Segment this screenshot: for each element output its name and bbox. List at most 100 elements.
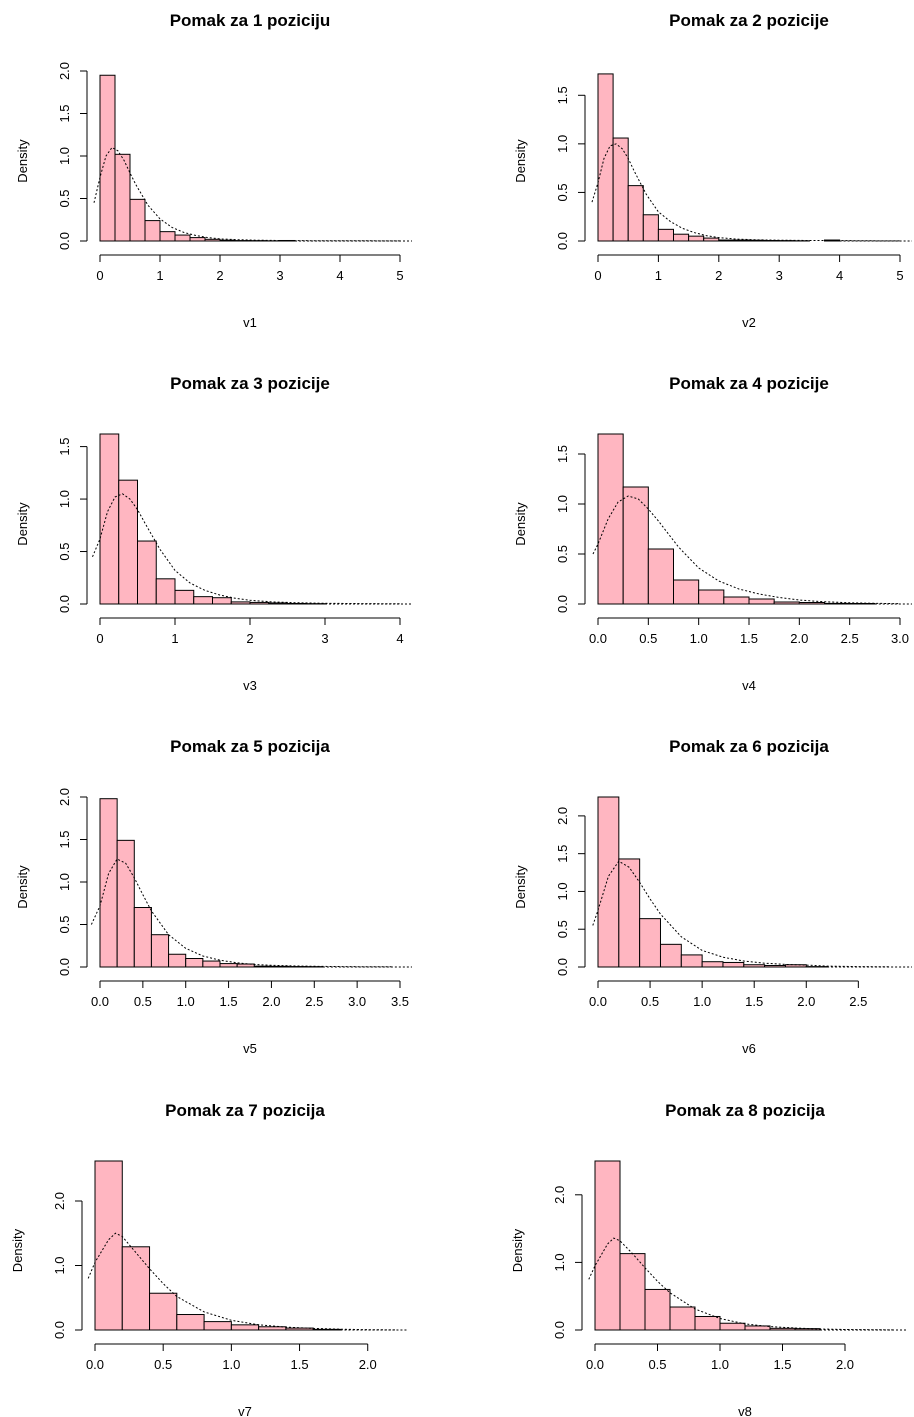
y-tick-label: 2.0 <box>552 1186 567 1204</box>
histogram-bar <box>723 596 750 605</box>
y-tick-label: 0.5 <box>555 183 570 201</box>
x-tick-label: 1.5 <box>220 994 238 1009</box>
histogram-bar <box>688 235 705 242</box>
histogram-bar <box>230 601 251 605</box>
histogram-bar <box>258 1326 287 1331</box>
histogram-bar <box>114 153 131 242</box>
histogram-bar <box>287 602 307 605</box>
histogram-panel-1: Pomak za 1 poziciju 0 1 2 3 4 5 0.0 0.5 1.0 1.5 2.0… <box>15 11 412 330</box>
x-tick-label: 0 <box>594 268 601 283</box>
histogram-bar <box>680 954 703 968</box>
y-tick-label: 1.5 <box>555 445 570 463</box>
histogram-bar <box>769 1327 796 1331</box>
x-axis-label: v5 <box>243 1041 257 1056</box>
histogram-bar <box>236 963 255 968</box>
y-tick-label: 0.5 <box>57 915 72 933</box>
histogram-bar <box>618 858 641 968</box>
x-tick-label: 2 <box>246 631 253 646</box>
histogram-bar <box>193 596 213 605</box>
density-curve <box>90 858 392 968</box>
y-axis-label: Density <box>510 1228 525 1272</box>
histogram-bar <box>129 198 146 242</box>
histogram-bar <box>744 1325 771 1331</box>
histogram-bar <box>185 958 204 968</box>
x-tick-label: 0.5 <box>641 994 659 1009</box>
x-tick-label: 0.0 <box>86 1357 104 1372</box>
histogram-bar <box>622 486 649 605</box>
histogram-bar <box>219 239 236 242</box>
y-tick-label: 0.0 <box>555 232 570 250</box>
density-curve <box>92 493 401 605</box>
x-axis-label: v3 <box>243 678 257 693</box>
y-axis-label: Density <box>513 865 528 909</box>
histogram-bar <box>176 1314 205 1331</box>
y-tick-label: 0.5 <box>57 189 72 207</box>
chart-title: Pomak za 5 pozicija <box>170 737 330 756</box>
y-tick-label: 1.5 <box>555 86 570 104</box>
histogram-bar <box>159 231 176 242</box>
chart-title: Pomak za 3 pozicije <box>170 374 330 393</box>
x-tick-label: 0.5 <box>639 631 657 646</box>
density-curve <box>592 495 901 605</box>
x-tick-label: 2 <box>715 268 722 283</box>
density-curve <box>591 143 901 242</box>
y-tick-label: 2.0 <box>52 1192 67 1210</box>
histogram-bar <box>99 74 116 242</box>
x-tick-label: 0.5 <box>134 994 152 1009</box>
histogram-bar <box>743 964 766 968</box>
histogram-bar <box>657 228 675 242</box>
y-axis-label: Density <box>513 502 528 546</box>
x-tick-label: 1.0 <box>711 1357 729 1372</box>
histogram-panel-6: Pomak za 6 pozicija 0.0 0.5 1.0 1.5 2.0 2.5 0.0… <box>513 737 912 1056</box>
x-tick-label: 1 <box>655 268 662 283</box>
histogram-bar <box>824 602 851 605</box>
y-tick-label: 0.0 <box>57 595 72 613</box>
histogram-bar <box>144 220 161 242</box>
x-tick-label: 2.5 <box>849 994 867 1009</box>
x-tick-label: 3.5 <box>391 994 409 1009</box>
histogram-bar <box>639 918 661 968</box>
histogram-bar <box>168 953 187 968</box>
x-tick-label: 1.0 <box>690 631 708 646</box>
histogram-bar <box>764 964 786 968</box>
histogram-bar <box>137 540 157 605</box>
histogram-panel-7: Pomak za 7 pozicija 0.0 0.5 1.0 1.5 2.0 0.0 1.0… <box>10 1101 407 1417</box>
histogram-bar <box>719 1322 746 1331</box>
histogram-panel-5: Pomak za 5 pozicija 0.0 0.5 1.0 1.5 2.0 2.5 3.0… <box>15 737 412 1056</box>
y-tick-label: 2.0 <box>555 807 570 825</box>
histogram-bar <box>99 433 120 605</box>
y-tick-label: 1.5 <box>57 830 72 848</box>
histogram-bar <box>612 137 629 242</box>
histogram-bar <box>694 1315 721 1331</box>
chart-title: Pomak za 8 pozicija <box>665 1101 825 1120</box>
histogram-bar <box>647 548 674 605</box>
density-curve <box>93 146 401 242</box>
histogram-bar <box>619 1253 646 1331</box>
y-tick-label: 1.0 <box>555 135 570 153</box>
y-tick-label: 1.0 <box>52 1256 67 1274</box>
x-axis-label: v6 <box>742 1041 756 1056</box>
density-curve <box>87 1232 396 1331</box>
histogram-bar <box>174 234 191 242</box>
y-axis-label: Density <box>15 502 30 546</box>
histogram-bar <box>133 907 152 968</box>
y-axis-label: Density <box>15 865 30 909</box>
x-axis-label: v1 <box>243 315 257 330</box>
density-curve <box>588 1237 896 1331</box>
histogram-bar <box>644 1288 671 1331</box>
histogram-bar <box>116 839 135 968</box>
chart-title: Pomak za 7 pozicija <box>165 1101 325 1120</box>
histogram-bar <box>718 239 735 242</box>
histogram-bar <box>698 589 725 605</box>
histogram-bar <box>733 239 750 242</box>
x-tick-label: 1.5 <box>745 994 763 1009</box>
histogram-bar <box>253 965 272 968</box>
x-tick-label: 1.5 <box>740 631 758 646</box>
y-tick-label: 0.0 <box>555 958 570 976</box>
x-tick-label: 4 <box>396 631 403 646</box>
histogram-bar <box>203 1321 232 1331</box>
histogram-bar <box>189 237 206 242</box>
y-tick-label: 0.0 <box>57 232 72 250</box>
y-axis-label: Density <box>15 139 30 183</box>
y-tick-label: 1.5 <box>555 845 570 863</box>
